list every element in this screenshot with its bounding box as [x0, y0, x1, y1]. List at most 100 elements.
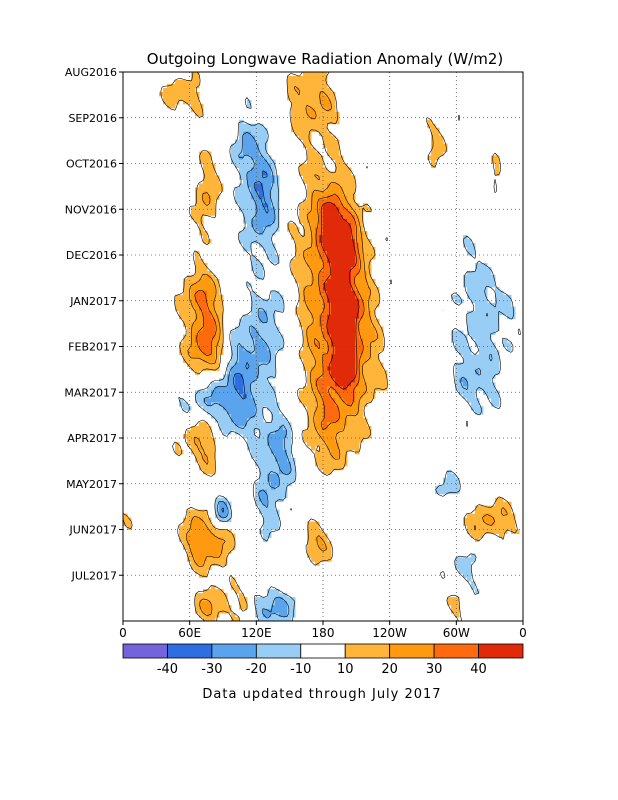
anomaly-cell	[483, 270, 488, 276]
anomaly-cell	[311, 370, 316, 375]
anomaly-cell	[339, 430, 344, 435]
anomaly-cell	[311, 434, 316, 439]
anomaly-cell	[195, 430, 200, 435]
anomaly-cell	[479, 513, 484, 519]
color-scale-label: 30	[426, 662, 443, 677]
anomaly-cell	[247, 143, 252, 149]
anomaly-cell	[367, 258, 372, 264]
anomaly-cell	[323, 219, 328, 224]
anomaly-cell	[271, 255, 276, 260]
anomaly-cell	[275, 334, 280, 340]
anomaly-cell	[483, 529, 488, 534]
anomaly-cell	[303, 390, 308, 395]
anomaly-cell	[191, 362, 196, 367]
anomaly-cell	[355, 386, 360, 391]
anomaly-cell	[199, 203, 204, 208]
anomaly-cell	[307, 298, 312, 304]
anomaly-cell	[351, 366, 356, 371]
anomaly-cell	[259, 390, 264, 395]
anomaly-cell	[379, 370, 384, 375]
anomaly-cell	[475, 338, 480, 344]
anomaly-cell	[315, 243, 320, 248]
anomaly-cell	[259, 322, 264, 328]
anomaly-cell	[255, 414, 260, 419]
anomaly-cell	[355, 422, 360, 427]
anomaly-cell	[487, 509, 492, 515]
anomaly-cell	[247, 203, 252, 208]
anomaly-cell	[343, 314, 348, 320]
anomaly-cell	[223, 541, 228, 546]
anomaly-cell	[255, 605, 260, 610]
anomaly-cell	[327, 171, 332, 176]
anomaly-cell	[299, 219, 304, 224]
anomaly-cell	[199, 521, 204, 527]
anomaly-cell	[351, 426, 356, 431]
anomaly-cell	[303, 262, 308, 268]
anomaly-cell	[311, 183, 316, 188]
anomaly-cell	[315, 247, 320, 252]
anomaly-cell	[311, 79, 316, 85]
anomaly-cell	[499, 513, 504, 519]
anomaly-cell	[271, 445, 276, 451]
anomaly-cell	[495, 497, 500, 503]
anomaly-cell	[351, 358, 356, 363]
anomaly-cell	[259, 493, 264, 499]
anomaly-cell	[251, 449, 256, 455]
anomaly-cell	[303, 306, 308, 312]
anomaly-cell	[263, 453, 268, 459]
anomaly-cell	[359, 394, 364, 399]
anomaly-cell	[203, 541, 208, 546]
anomaly-cell	[259, 501, 264, 507]
anomaly-cell	[179, 350, 184, 355]
anomaly-cell	[331, 187, 336, 192]
anomaly-cell	[215, 513, 220, 519]
anomaly-cell	[335, 302, 340, 308]
anomaly-cell	[467, 565, 472, 570]
anomaly-cell	[323, 175, 328, 180]
anomaly-cell	[479, 509, 484, 515]
anomaly-cell	[339, 302, 344, 308]
anomaly-cell	[307, 203, 312, 208]
anomaly-cell	[251, 410, 256, 415]
anomaly-cell	[323, 306, 328, 312]
x-tick-label: 60W	[443, 626, 470, 640]
anomaly-cell	[319, 537, 324, 542]
anomaly-cell	[251, 426, 256, 431]
anomaly-cell	[207, 525, 212, 530]
anomaly-cell	[359, 207, 364, 212]
anomaly-cell	[303, 282, 308, 288]
anomaly-cell	[499, 497, 504, 503]
anomaly-cell	[363, 350, 368, 355]
anomaly-cell	[303, 294, 308, 300]
anomaly-cell	[315, 318, 320, 324]
anomaly-cell	[255, 402, 260, 407]
anomaly-cell	[431, 135, 436, 141]
anomaly-cell	[347, 434, 352, 439]
anomaly-cell	[311, 266, 316, 272]
anomaly-cell	[303, 215, 308, 220]
anomaly-cell	[475, 266, 480, 272]
anomaly-cell	[259, 183, 264, 188]
anomaly-cell	[255, 501, 260, 507]
anomaly-cell	[203, 310, 208, 316]
anomaly-cell	[199, 318, 204, 324]
anomaly-cell	[211, 338, 216, 344]
anomaly-cell	[483, 334, 488, 340]
anomaly-cell	[303, 163, 308, 168]
anomaly-cell	[203, 163, 208, 168]
anomaly-cell	[463, 378, 468, 383]
anomaly-cell	[483, 310, 488, 316]
anomaly-cell	[379, 378, 384, 383]
anomaly-cell	[467, 270, 472, 276]
anomaly-cell	[499, 298, 504, 304]
anomaly-cell	[311, 199, 316, 204]
anomaly-cell	[271, 191, 276, 196]
anomaly-cell	[215, 398, 220, 403]
anomaly-cell	[235, 402, 240, 407]
anomaly-cell	[499, 501, 504, 507]
anomaly-cell	[327, 346, 332, 351]
anomaly-cell	[343, 270, 348, 276]
anomaly-cell	[347, 266, 352, 272]
anomaly-cell	[275, 497, 280, 503]
anomaly-cell	[183, 298, 188, 304]
